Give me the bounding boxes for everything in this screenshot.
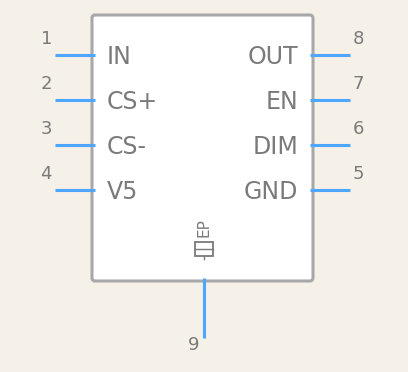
Text: CS-: CS- bbox=[107, 135, 147, 159]
Text: V5: V5 bbox=[107, 180, 138, 204]
Text: 7: 7 bbox=[353, 75, 364, 93]
Bar bbox=[195, 242, 213, 256]
Text: IN: IN bbox=[107, 45, 132, 69]
Text: 2: 2 bbox=[40, 75, 52, 93]
Text: 1: 1 bbox=[41, 30, 52, 48]
Text: 8: 8 bbox=[353, 30, 364, 48]
Text: EP: EP bbox=[197, 219, 211, 237]
Text: 9: 9 bbox=[188, 336, 199, 354]
Text: OUT: OUT bbox=[247, 45, 298, 69]
Text: 5: 5 bbox=[353, 165, 364, 183]
Text: DIM: DIM bbox=[252, 135, 298, 159]
Text: EN: EN bbox=[265, 90, 298, 114]
Text: 4: 4 bbox=[40, 165, 52, 183]
Text: CS+: CS+ bbox=[107, 90, 158, 114]
Text: 3: 3 bbox=[40, 120, 52, 138]
Text: 6: 6 bbox=[353, 120, 364, 138]
FancyBboxPatch shape bbox=[92, 15, 313, 281]
Text: GND: GND bbox=[244, 180, 298, 204]
